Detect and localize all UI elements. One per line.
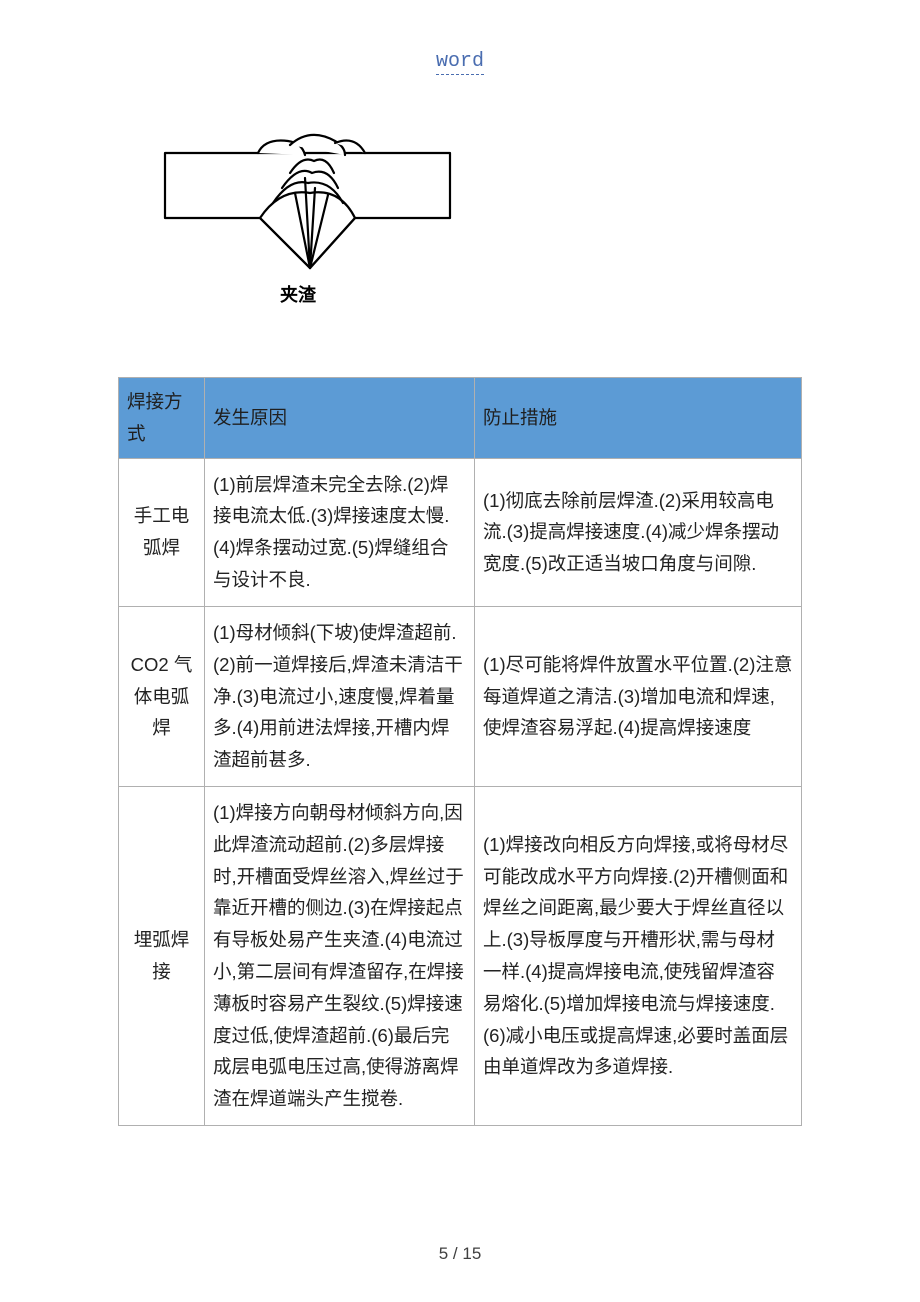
page-current: 5: [439, 1244, 448, 1263]
slag-inclusion-diagram: [140, 133, 470, 273]
col-header-prevent: 防止措施: [475, 378, 802, 459]
cell-prevent: (1)尽可能将焊件放置水平位置.(2)注意每道焊道之清洁.(3)增加电流和焊速,…: [475, 606, 802, 786]
figure-caption: 夹渣: [280, 281, 920, 307]
page-sep: /: [448, 1244, 462, 1263]
cell-method: 手工电弧焊: [119, 458, 205, 606]
table-row: 埋弧焊接 (1)焊接方向朝母材倾斜方向,因此焊渣流动超前.(2)多层焊接时,开槽…: [119, 786, 802, 1125]
table-header-row: 焊接方式 发生原因 防止措施: [119, 378, 802, 459]
cell-cause: (1)前层焊渣未完全去除.(2)焊接电流太低.(3)焊接速度太慢.(4)焊条摆动…: [205, 458, 475, 606]
page-total: 15: [462, 1244, 481, 1263]
cell-prevent: (1)焊接改向相反方向焊接,或将母材尽可能改成水平方向焊接.(2)开槽侧面和焊丝…: [475, 786, 802, 1125]
col-header-method: 焊接方式: [119, 378, 205, 459]
welding-defect-table: 焊接方式 发生原因 防止措施 手工电弧焊 (1)前层焊渣未完全去除.(2)焊接电…: [118, 377, 802, 1126]
cell-cause: (1)母材倾斜(下坡)使焊渣超前.(2)前一道焊接后,焊渣未清洁干净.(3)电流…: [205, 606, 475, 786]
header-link: word: [0, 50, 920, 73]
cell-cause: (1)焊接方向朝母材倾斜方向,因此焊渣流动超前.(2)多层焊接时,开槽面受焊丝溶…: [205, 786, 475, 1125]
cell-prevent: (1)彻底去除前层焊渣.(2)采用较高电流.(3)提高焊接速度.(4)减少焊条摆…: [475, 458, 802, 606]
col-header-cause: 发生原因: [205, 378, 475, 459]
table-row: CO2 气体电弧焊 (1)母材倾斜(下坡)使焊渣超前.(2)前一道焊接后,焊渣未…: [119, 606, 802, 786]
figure-area: 夹渣: [140, 133, 920, 307]
document-page: word: [0, 0, 920, 1302]
page-footer: 5 / 15: [0, 1244, 920, 1264]
cell-method: 埋弧焊接: [119, 786, 205, 1125]
table-row: 手工电弧焊 (1)前层焊渣未完全去除.(2)焊接电流太低.(3)焊接速度太慢.(…: [119, 458, 802, 606]
header-link-text[interactable]: word: [436, 50, 484, 75]
cell-method: CO2 气体电弧焊: [119, 606, 205, 786]
